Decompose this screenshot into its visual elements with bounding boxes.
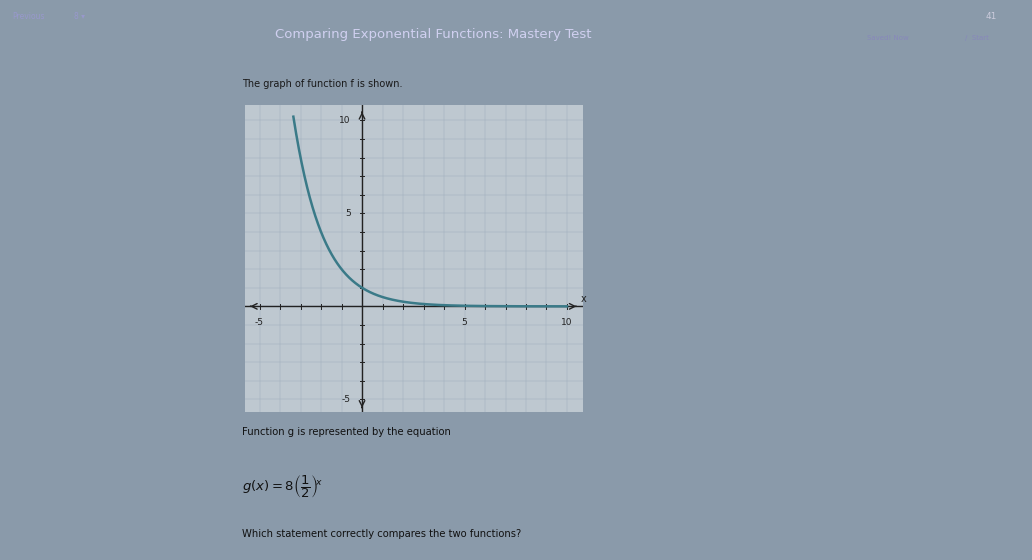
Text: $g(x) = 8\left(\dfrac{1}{2}\right)^{\!x}$: $g(x) = 8\left(\dfrac{1}{2}\right)^{\!x}… [243,473,324,500]
Text: -5: -5 [255,319,264,328]
Text: x: x [581,293,586,304]
Text: 8 ▾: 8 ▾ [74,12,86,21]
Text: 5: 5 [345,209,351,218]
Text: 5: 5 [461,319,467,328]
Text: Which statement correctly compares the two functions?: Which statement correctly compares the t… [243,529,521,539]
Text: -5: -5 [342,395,351,404]
Text: Comparing Exponential Functions: Mastery Test: Comparing Exponential Functions: Mastery… [276,27,591,41]
Text: 10: 10 [561,319,573,328]
Text: Saved! Now: Saved! Now [867,35,908,41]
Text: /  Start: / Start [965,35,989,41]
Text: 10: 10 [340,116,351,125]
Text: Function g is represented by the equation: Function g is represented by the equatio… [243,427,451,437]
Text: The graph of function f is shown.: The graph of function f is shown. [243,78,402,88]
Text: 41: 41 [986,12,997,21]
Text: Previous: Previous [12,12,44,21]
